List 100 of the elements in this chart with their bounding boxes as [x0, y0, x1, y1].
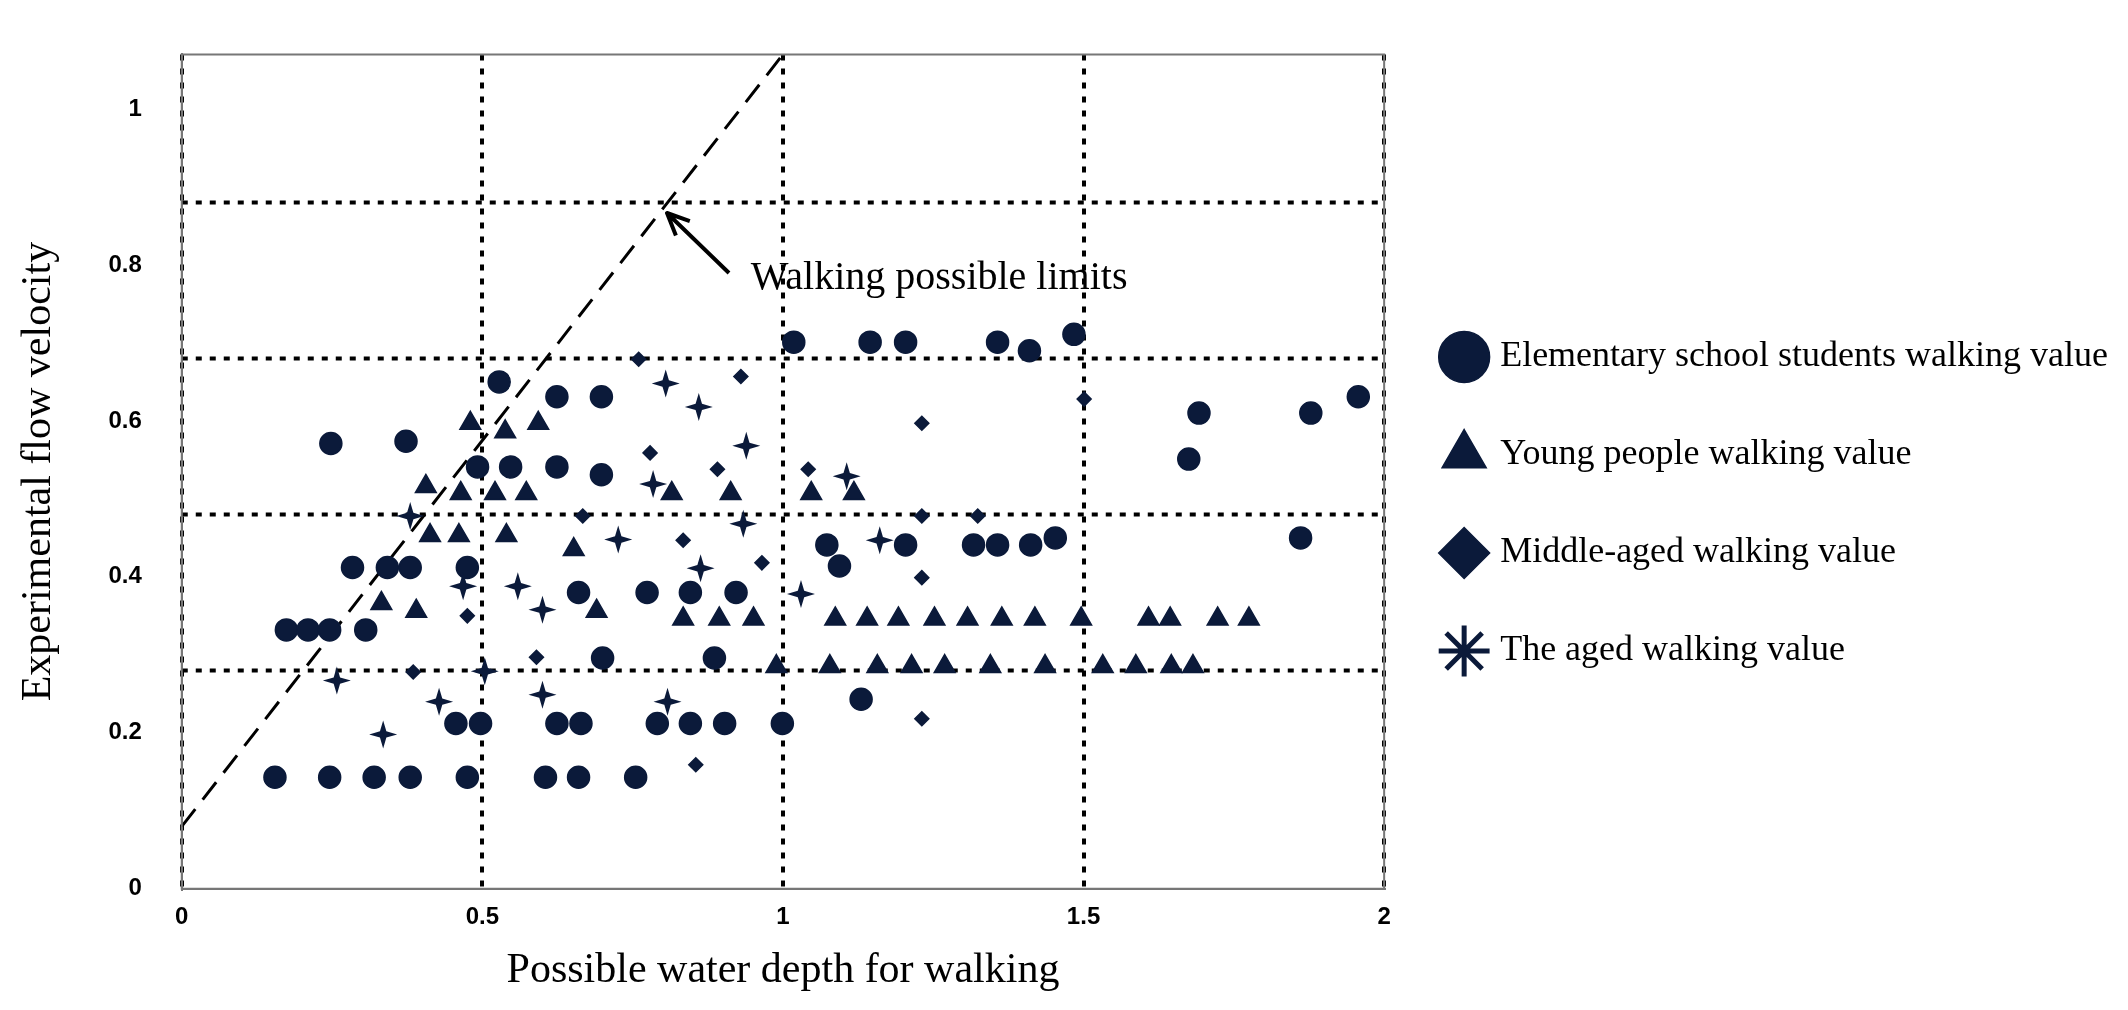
point — [684, 392, 713, 421]
point — [322, 666, 351, 695]
point — [1017, 338, 1042, 363]
point — [528, 680, 557, 709]
point — [455, 765, 480, 790]
point — [444, 711, 468, 736]
point — [1299, 401, 1323, 425]
point — [893, 330, 918, 354]
point — [398, 555, 422, 580]
point — [498, 455, 523, 479]
y-tick-label: 1 — [128, 93, 142, 121]
point — [1076, 391, 1092, 407]
point — [985, 330, 1010, 354]
annotation: Walking possible limits — [750, 253, 1128, 299]
point — [653, 687, 682, 716]
point — [468, 711, 493, 736]
point — [459, 608, 476, 624]
point — [623, 765, 648, 790]
point — [733, 368, 749, 385]
point — [319, 431, 343, 456]
x-tick-label: 1.5 — [1066, 901, 1101, 929]
point — [724, 580, 748, 605]
point — [914, 569, 930, 586]
point — [604, 525, 633, 554]
x-tick-label: 0 — [175, 901, 189, 929]
point — [914, 415, 930, 431]
y-tick-label: 0.2 — [108, 717, 142, 745]
point — [1177, 447, 1201, 471]
x-tick-label: 2 — [1377, 901, 1391, 929]
point — [465, 455, 490, 479]
point — [369, 720, 398, 749]
point — [770, 711, 795, 736]
y-tick-label: 0.8 — [108, 249, 142, 277]
point — [1346, 384, 1371, 409]
point — [849, 687, 873, 712]
point — [455, 555, 480, 580]
point — [569, 711, 593, 736]
point — [394, 429, 418, 453]
point — [642, 445, 658, 461]
point — [712, 711, 737, 736]
point — [528, 595, 557, 624]
point — [317, 618, 342, 642]
point — [675, 532, 691, 548]
legend-label: Elementary school students walking value — [1500, 334, 2109, 375]
point — [528, 649, 545, 665]
point — [709, 461, 726, 478]
point — [263, 765, 287, 790]
point — [566, 765, 591, 790]
point — [317, 765, 342, 790]
point — [425, 687, 454, 716]
point — [545, 384, 569, 409]
y-tick-label: 0.6 — [108, 405, 142, 433]
legend-label: Young people walking value — [1500, 432, 1912, 473]
legend-label: Middle-aged walking value — [1500, 530, 1897, 571]
point — [375, 555, 400, 580]
point — [865, 526, 894, 555]
point — [566, 580, 591, 605]
point — [651, 369, 680, 398]
point — [893, 533, 918, 557]
x-tick-label: 0.5 — [465, 901, 500, 929]
point — [1288, 526, 1313, 550]
point — [362, 765, 386, 790]
point — [639, 470, 668, 499]
point — [729, 509, 758, 538]
point — [590, 646, 615, 670]
point — [1062, 322, 1086, 347]
y-axis-title: Experimental flow velocity — [13, 241, 60, 702]
point — [340, 555, 365, 580]
y-tick-label: 0.4 — [108, 561, 143, 589]
point — [786, 580, 815, 609]
point — [635, 580, 659, 605]
point — [353, 618, 378, 642]
point — [533, 765, 558, 790]
point — [405, 664, 421, 680]
point — [914, 508, 930, 524]
point — [575, 508, 591, 524]
point — [545, 711, 569, 736]
point — [589, 462, 614, 487]
point — [274, 618, 299, 642]
point — [686, 554, 715, 583]
point — [396, 502, 425, 531]
point — [645, 711, 670, 736]
point — [545, 455, 569, 479]
point — [969, 508, 986, 524]
point — [961, 533, 986, 557]
point — [296, 618, 320, 642]
point — [503, 572, 532, 601]
point — [754, 555, 770, 571]
point — [1187, 401, 1211, 425]
point — [985, 533, 1010, 557]
legend-label: The aged walking value — [1500, 628, 1846, 669]
point — [630, 351, 647, 368]
point — [832, 462, 861, 491]
x-axis-title: Possible water depth for walking — [506, 944, 1060, 991]
point — [1043, 526, 1068, 550]
x-tick-label: 1 — [776, 901, 790, 929]
point — [858, 330, 882, 354]
point — [1018, 533, 1043, 557]
point — [678, 580, 703, 605]
point — [688, 757, 704, 773]
